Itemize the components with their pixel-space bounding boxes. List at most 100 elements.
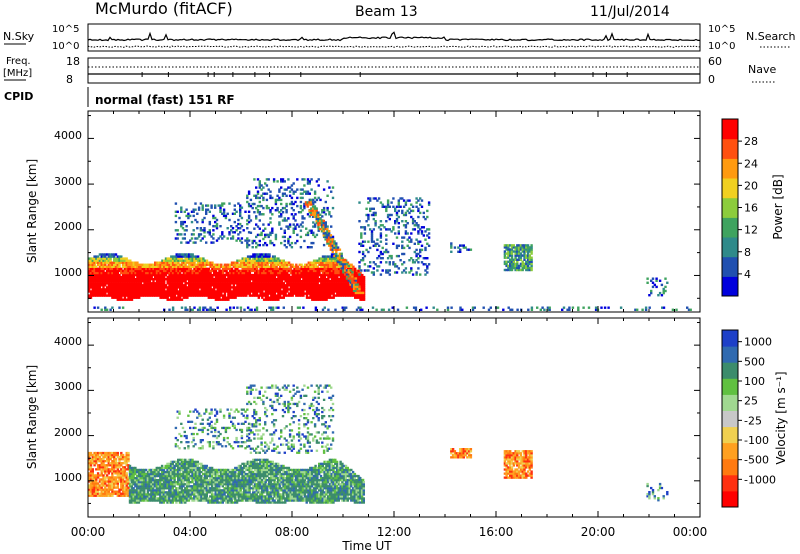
power-cell: [195, 275, 198, 279]
power-cell: [188, 267, 191, 271]
power-cell: [307, 290, 310, 293]
power-cell: [283, 188, 286, 191]
power-cell: [259, 290, 262, 293]
power-cell: [187, 216, 190, 220]
power-cell: [644, 308, 648, 311]
power-cell: [179, 255, 182, 258]
power-cell: [113, 255, 116, 258]
velocity-cell: [139, 483, 142, 486]
power-cell: [362, 290, 366, 293]
power-cell: [360, 291, 363, 295]
power-cell: [262, 206, 265, 210]
power-axis-ticks: [87, 111, 701, 312]
power-cell: [350, 294, 353, 297]
power-cell: [325, 273, 328, 277]
power-cell: [248, 278, 252, 281]
velocity-cell: [89, 488, 93, 491]
power-cell: [121, 292, 125, 295]
power-cell: [372, 271, 375, 274]
velocity-cell: [123, 492, 127, 495]
power-cell: [221, 280, 225, 283]
power-cell: [330, 296, 334, 299]
power-cell: [237, 259, 241, 262]
velocity-cell: [95, 494, 98, 497]
power-cell: [261, 267, 264, 271]
power-cell: [312, 221, 315, 224]
power-cell: [382, 308, 385, 311]
velocity-cell: [118, 470, 121, 473]
power-cell: [359, 282, 362, 285]
power-cell: [259, 286, 262, 289]
power-cell: [330, 280, 334, 283]
power-cell: [299, 204, 303, 208]
power-cell: [358, 250, 361, 254]
power-cell: [279, 263, 282, 266]
power-cell: [392, 197, 395, 200]
power-cell: [262, 243, 265, 247]
power-cell: [361, 273, 364, 277]
power-cell: [105, 280, 109, 283]
power-cell: [273, 267, 276, 271]
power-cell: [161, 263, 164, 266]
power-cell: [120, 269, 123, 273]
velocity-cell: [109, 492, 112, 495]
power-cell: [286, 294, 289, 297]
power-cell: [218, 265, 221, 268]
power-cell: [351, 277, 354, 280]
power-cell: [290, 206, 294, 210]
power-cell: [154, 275, 157, 279]
velocity-cell: [132, 479, 135, 482]
power-cell: [655, 285, 658, 289]
power-cell: [248, 259, 252, 262]
power-cell: [243, 261, 246, 264]
velocity-cell: [93, 453, 96, 457]
power-cell: [509, 264, 512, 268]
power-cell: [521, 260, 524, 263]
power-cell: [223, 278, 227, 281]
power-cell: [104, 308, 107, 311]
velocity-cell: [105, 480, 109, 483]
power-cell: [200, 271, 203, 275]
power-cell: [241, 278, 244, 281]
power-cell: [289, 265, 293, 268]
power-cell: [246, 286, 250, 289]
power-cell: [173, 273, 177, 277]
power-cell: [270, 275, 273, 279]
power-cell: [311, 215, 315, 218]
power-cell: [295, 273, 298, 277]
power-cell: [362, 288, 366, 291]
power-cell: [102, 294, 105, 297]
power-cell: [257, 271, 260, 275]
power-cell: [261, 294, 264, 297]
power-cell: [258, 180, 261, 183]
power-cell: [177, 280, 180, 283]
power-cell: [299, 196, 303, 200]
power-cell: [516, 254, 519, 257]
power-cell: [269, 196, 272, 200]
power-cell: [247, 239, 251, 242]
power-cell: [505, 248, 508, 251]
power-cell: [264, 235, 267, 239]
power-cell: [230, 237, 233, 240]
power-cell: [653, 283, 656, 287]
power-cell: [252, 275, 255, 279]
power-cell: [198, 290, 202, 293]
power-cell: [327, 308, 330, 311]
power-cell: [130, 282, 134, 285]
power-cell: [213, 265, 216, 268]
power-cell: [132, 265, 135, 268]
power-cell: [98, 294, 102, 297]
power-cell: [164, 257, 168, 260]
power-cell: [136, 261, 139, 264]
power-cell: [98, 284, 102, 287]
power-cell: [309, 273, 312, 277]
power-cell: [230, 269, 234, 273]
power-cell: [284, 294, 287, 297]
power-cell: [304, 278, 307, 281]
power-cell: [410, 209, 413, 213]
power-cell: [157, 271, 160, 275]
power-cell: [329, 255, 332, 258]
power-cell: [269, 241, 272, 245]
power-cell: [264, 278, 268, 281]
power-cell: [143, 263, 146, 266]
